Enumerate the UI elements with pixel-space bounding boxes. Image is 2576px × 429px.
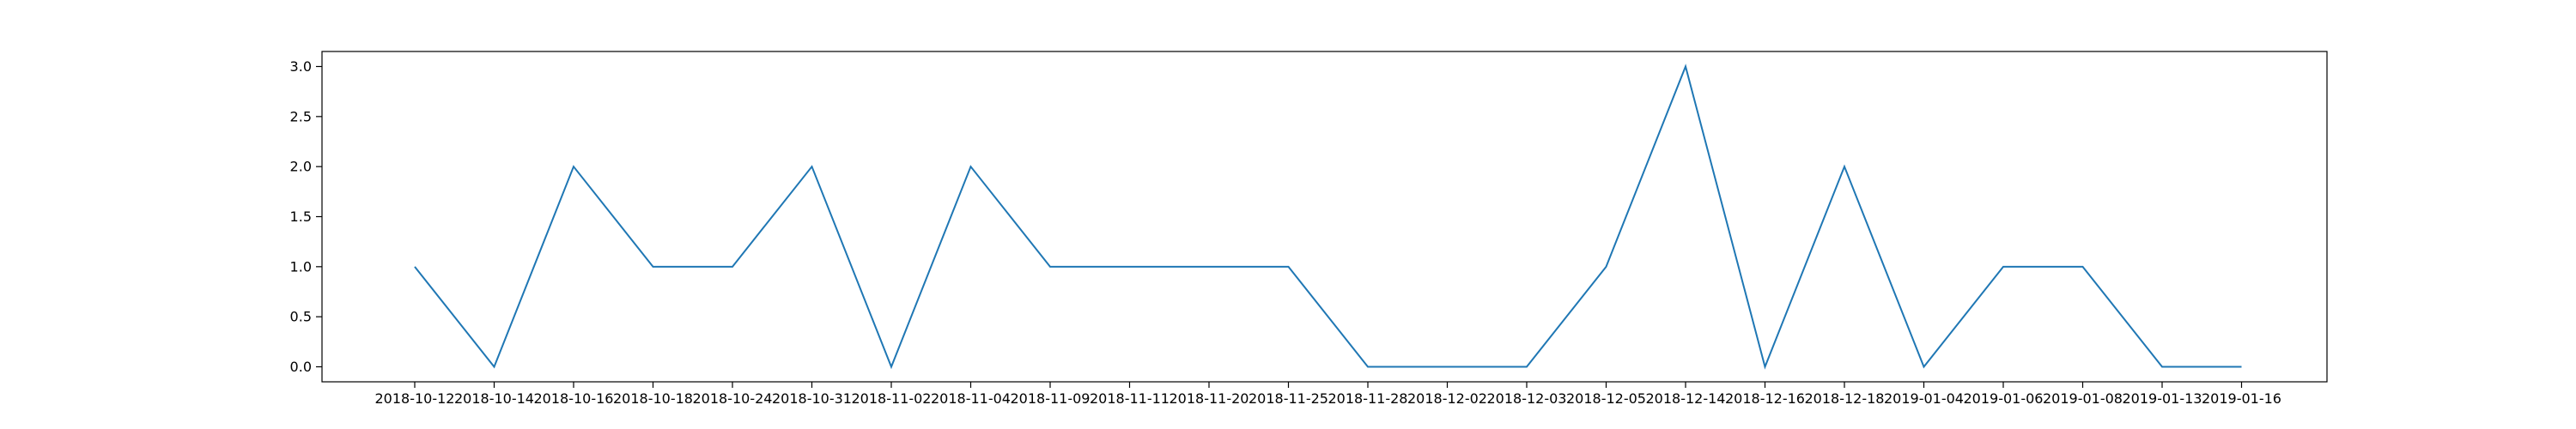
y-tick-label: 1.5 <box>290 208 312 225</box>
x-tick-label: 2018-11-25 <box>1249 390 1328 407</box>
y-tick-label: 1.0 <box>290 258 312 275</box>
x-tick-label: 2018-10-24 <box>693 390 773 407</box>
x-tick-label: 2018-10-18 <box>613 390 693 407</box>
x-tick-label: 2018-11-11 <box>1090 390 1170 407</box>
x-tick-label: 2018-12-03 <box>1487 390 1567 407</box>
x-tick-label: 2019-01-08 <box>2043 390 2123 407</box>
y-tick-label: 3.0 <box>290 58 312 75</box>
x-tick-label: 2018-11-28 <box>1328 390 1408 407</box>
y-tick-label: 2.5 <box>290 108 312 124</box>
x-tick-label: 2019-01-04 <box>1884 390 1964 407</box>
x-tick-label: 2019-01-16 <box>2202 390 2281 407</box>
x-tick-label: 2018-11-04 <box>931 390 1011 407</box>
x-tick-label: 2018-11-02 <box>852 390 932 407</box>
x-tick-label: 2019-01-13 <box>2123 390 2202 407</box>
series-line <box>414 63 2242 370</box>
x-tick-label: 2018-10-16 <box>534 390 614 407</box>
x-tick-label: 2018-12-18 <box>1805 390 1885 407</box>
x-tick-label: 2019-01-06 <box>1964 390 2044 407</box>
x-tick-label: 2018-12-02 <box>1407 390 1487 407</box>
x-tick-label: 2018-12-16 <box>1725 390 1805 407</box>
x-tick-label: 2018-10-31 <box>772 390 852 407</box>
x-tick-label: 2018-12-05 <box>1566 390 1646 407</box>
y-tick-label: 2.0 <box>290 159 312 175</box>
y-tick-label: 0.5 <box>290 309 312 325</box>
x-tick-label: 2018-10-12 <box>375 390 455 407</box>
x-tick-label: 2018-11-09 <box>1011 390 1091 407</box>
x-tick-label: 2018-10-14 <box>454 390 534 407</box>
y-tick-label: 0.0 <box>290 359 312 375</box>
x-tick-label: 2018-12-14 <box>1646 390 1726 407</box>
x-tick-label: 2018-11-20 <box>1170 390 1249 407</box>
